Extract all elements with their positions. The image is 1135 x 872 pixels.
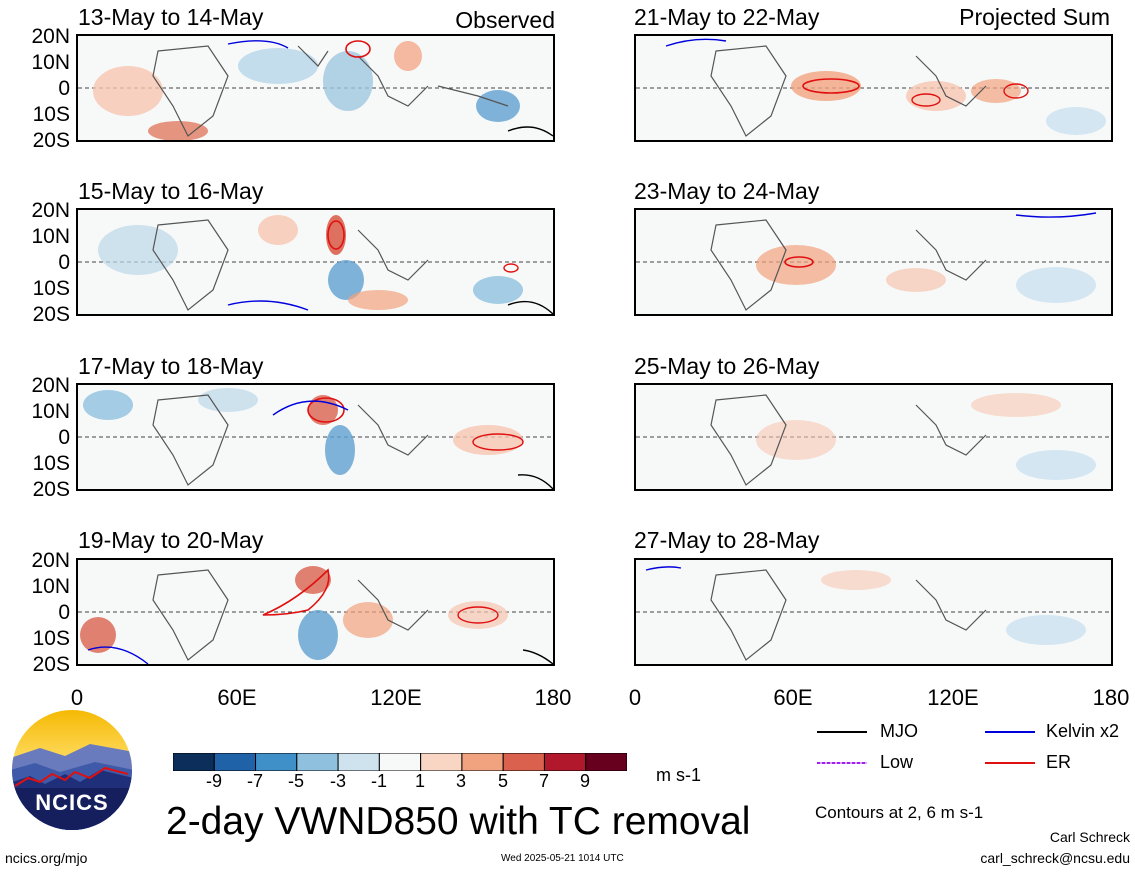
logo-text: NCICS (35, 790, 109, 815)
colorbar-swatch (502, 752, 545, 772)
lon-label: 0 (70, 685, 84, 710)
map-area (634, 208, 1113, 316)
lat-label: 20S (32, 303, 70, 326)
map-area (76, 208, 555, 316)
colorbar-tick: -1 (370, 771, 388, 791)
colorbar-swatch (461, 752, 504, 772)
panel-tag-projected: Projected Sum (959, 4, 1110, 30)
panel-title: 19-May to 20-May (78, 527, 264, 553)
legend-label: Low (880, 752, 914, 772)
lat-label: 20N (31, 25, 70, 48)
map-area (634, 558, 1113, 666)
lat-label: 20S (32, 478, 70, 501)
map-shading (78, 388, 553, 489)
lat-label: 0 (58, 251, 70, 274)
colorbar-swatch (585, 752, 628, 772)
panel-title: 25-May to 26-May (634, 353, 820, 379)
site-url[interactable]: ncics.org/mjo (5, 850, 88, 866)
colorbar-tick: -3 (329, 771, 347, 791)
author-name: Carl Schreck (1049, 829, 1130, 845)
colorbar-swatches (172, 752, 628, 772)
colorbar-swatch (378, 752, 422, 772)
panel-tag-observed: Observed (455, 7, 555, 33)
lon-label: 60E (773, 685, 813, 710)
lat-label: 20N (31, 374, 70, 397)
contours-note: Contours at 2, 6 m s-1 (815, 803, 984, 822)
colorbar-tick: -9 (205, 771, 223, 791)
colorbar-swatch (255, 752, 298, 772)
lat-label: 0 (58, 77, 70, 100)
lat-label: 10S (32, 452, 70, 475)
colorbar-tick: -5 (287, 771, 305, 791)
lat-label: 10S (32, 277, 70, 300)
map-area (634, 383, 1113, 491)
lat-label: 10S (32, 627, 70, 650)
colorbar-tick: 7 (538, 771, 550, 791)
map-shading (636, 566, 1111, 661)
lon-label: 180 (534, 685, 572, 710)
colorbar-tick: 1 (414, 771, 426, 791)
lon-label: 180 (1092, 685, 1130, 710)
lat-label: 10N (31, 225, 70, 248)
panel-title: 15-May to 16-May (78, 178, 264, 204)
logo-graphic (12, 710, 132, 830)
colorbar-swatch (296, 752, 339, 772)
lat-label: 10N (31, 400, 70, 423)
legend-line-er (985, 762, 1035, 764)
colorbar (172, 752, 628, 772)
legend-line-kelvin (985, 731, 1035, 733)
lat-label: 20S (32, 129, 70, 152)
timestamp: Wed 2025-05-21 1014 UTC (501, 853, 624, 864)
colorbar-swatch (337, 752, 380, 772)
lat-label: 0 (58, 601, 70, 624)
author-email[interactable]: carl_schreck@ncsu.edu (980, 850, 1130, 866)
map-area (76, 34, 555, 142)
panel-title: 17-May to 18-May (78, 353, 264, 379)
lon-label: 0 (628, 685, 642, 710)
lat-label: 20S (32, 653, 70, 676)
colorbar-units: m s-1 (656, 765, 701, 785)
map-shading (78, 40, 553, 140)
lon-label: 120E (927, 685, 979, 710)
legend-label: Kelvin x2 (1046, 721, 1120, 741)
colorbar-tick: 9 (579, 771, 591, 791)
figure-title: 2-day VWND850 with TC removal (166, 800, 751, 843)
lat-label: 0 (58, 426, 70, 449)
lat-label: 10N (31, 575, 70, 598)
panel-title: 23-May to 24-May (634, 178, 820, 204)
lon-label: 60E (217, 685, 257, 710)
map-shading (78, 215, 553, 314)
colorbar-swatch (543, 752, 587, 772)
legend-label: MJO (880, 721, 918, 741)
map-shading (636, 393, 1111, 486)
panel-title: 27-May to 28-May (634, 527, 820, 553)
map-shading (78, 566, 553, 664)
colorbar-tick: 3 (455, 771, 467, 791)
map-shading (636, 212, 1111, 311)
lat-label: 20N (31, 199, 70, 222)
ncics-logo: NCICS (10, 708, 134, 832)
lon-label: 120E (370, 685, 422, 710)
lat-label: 10S (32, 103, 70, 126)
legend-line-mjo (817, 731, 867, 733)
colorbar-swatch (172, 752, 215, 772)
colorbar-swatch (420, 752, 463, 772)
legend-line-low (817, 762, 867, 764)
lat-label: 20N (31, 549, 70, 572)
lat-label: 10N (31, 51, 70, 74)
map-shading (636, 38, 1111, 137)
panel-title: 21-May to 22-May (634, 4, 820, 30)
colorbar-swatch (213, 752, 257, 772)
colorbar-tick: 5 (497, 771, 509, 791)
map-area (76, 558, 555, 666)
map-area (76, 383, 555, 491)
panel-title: 13-May to 14-May (78, 4, 264, 30)
legend-label: ER (1046, 752, 1072, 772)
map-area (634, 34, 1113, 142)
colorbar-tick: -7 (246, 771, 264, 791)
